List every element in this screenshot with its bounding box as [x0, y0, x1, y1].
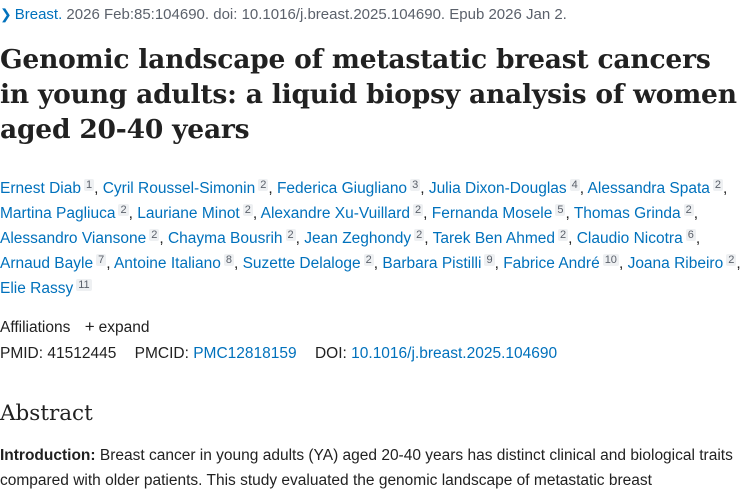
author-link[interactable]: Fabrice André	[503, 255, 600, 272]
chevron-right-icon: ❯	[0, 6, 12, 22]
affiliation-number[interactable]: 2	[285, 229, 296, 241]
affiliation-number[interactable]: 2	[258, 179, 269, 191]
plus-icon: +	[84, 317, 95, 336]
author-link[interactable]: Arnaud Bayle	[0, 255, 94, 272]
affiliation-number[interactable]: 2	[414, 229, 425, 241]
affiliation-number[interactable]: 8	[223, 254, 234, 266]
affiliation-number[interactable]: 2	[557, 229, 569, 241]
author-link[interactable]: Antoine Italiano	[113, 255, 221, 272]
abstract-intro-label: Introduction:	[0, 447, 96, 464]
affiliation-number[interactable]: 4	[569, 179, 580, 191]
affiliation-number[interactable]: 2	[363, 254, 374, 266]
author-link[interactable]: Jean Zeghondy	[304, 230, 412, 247]
author-list: Ernest Diab 1, Cyril Roussel-Simonin 2, Fe…	[0, 179, 741, 297]
citation-details: 2026 Feb:85:104690. doi: 10.1016/j.breas…	[62, 6, 567, 23]
journal-link[interactable]: Breast.	[14, 6, 63, 23]
author-link[interactable]: Cyril Roussel-Simonin	[102, 180, 256, 197]
affiliation-number[interactable]: 5	[555, 204, 566, 216]
abstract-body: Introduction: Breast cancer in young adu…	[0, 443, 748, 493]
author-link[interactable]: Joana Ribeiro	[627, 255, 724, 272]
citation-line: ❯ Breast. 2026 Feb:85:104690. doi: 10.101…	[0, 4, 750, 25]
author-link[interactable]: Alexandre Xu-Vuillard	[260, 205, 410, 222]
affiliation-number[interactable]: 9	[484, 254, 495, 266]
author-link[interactable]: Federica Giugliano	[276, 180, 408, 197]
doi-label: DOI:	[314, 345, 347, 362]
affiliation-number[interactable]: 3	[410, 179, 421, 191]
affiliation-number[interactable]: 2	[242, 204, 253, 216]
expand-label: expand	[98, 319, 150, 336]
affiliations-row: Affiliations + expand	[0, 317, 149, 338]
author-link[interactable]: Thomas Grinda	[573, 205, 681, 222]
affiliation-number[interactable]: 2	[726, 254, 737, 266]
author-link[interactable]: Tarek Ben Ahmed	[432, 230, 555, 247]
affiliation-number[interactable]: 2	[712, 179, 724, 191]
identifiers-row: PMID: 41512445 PMCID: PMC12818159 DOI: 1…	[0, 344, 557, 364]
author-link[interactable]: Chayma Bousrih	[167, 230, 283, 247]
author-link[interactable]: Lauriane Minot	[137, 205, 240, 222]
abstract-intro-text: Breast cancer in young adults (YA) aged …	[0, 447, 733, 489]
author-link[interactable]: Ernest Diab	[0, 180, 81, 197]
affiliation-number[interactable]: 6	[685, 229, 696, 241]
affiliation-number[interactable]: 11	[76, 279, 92, 291]
affiliation-number[interactable]: 10	[602, 254, 619, 266]
affiliations-label: Affiliations	[0, 319, 71, 336]
author-link[interactable]: Julia Dixon-Douglas	[428, 180, 567, 197]
author-link[interactable]: Claudio Nicotra	[576, 230, 683, 247]
pmcid-label: PMCID:	[134, 345, 189, 362]
author-link[interactable]: Martina Pagliuca	[0, 205, 116, 222]
author-link[interactable]: Fernanda Mosele	[431, 205, 553, 222]
author-link[interactable]: Suzette Delaloge	[242, 255, 361, 272]
author-link[interactable]: Elie Rassy	[0, 280, 74, 297]
pmid-value: 41512445	[47, 345, 117, 362]
author-link[interactable]: Barbara Pistilli	[382, 255, 482, 272]
affiliation-number[interactable]: 7	[96, 254, 107, 266]
affiliation-number[interactable]: 2	[149, 229, 160, 241]
doi-link[interactable]: 10.1016/j.breast.2025.104690	[351, 345, 558, 362]
affiliations-expand-button[interactable]: + expand	[84, 317, 150, 336]
author-link[interactable]: Alessandra Spata	[587, 180, 710, 197]
affiliation-number[interactable]: 2	[412, 204, 424, 216]
affiliation-number[interactable]: 2	[118, 204, 129, 216]
article-title: Genomic landscape of metastatic breast c…	[0, 44, 737, 145]
pmcid-link[interactable]: PMC12818159	[193, 345, 297, 362]
abstract-heading: Abstract	[0, 401, 93, 426]
affiliation-number[interactable]: 1	[83, 179, 95, 191]
pmid-label: PMID:	[0, 345, 44, 362]
affiliation-number[interactable]: 2	[683, 204, 694, 216]
author-link[interactable]: Alessandro Viansone	[0, 230, 147, 247]
